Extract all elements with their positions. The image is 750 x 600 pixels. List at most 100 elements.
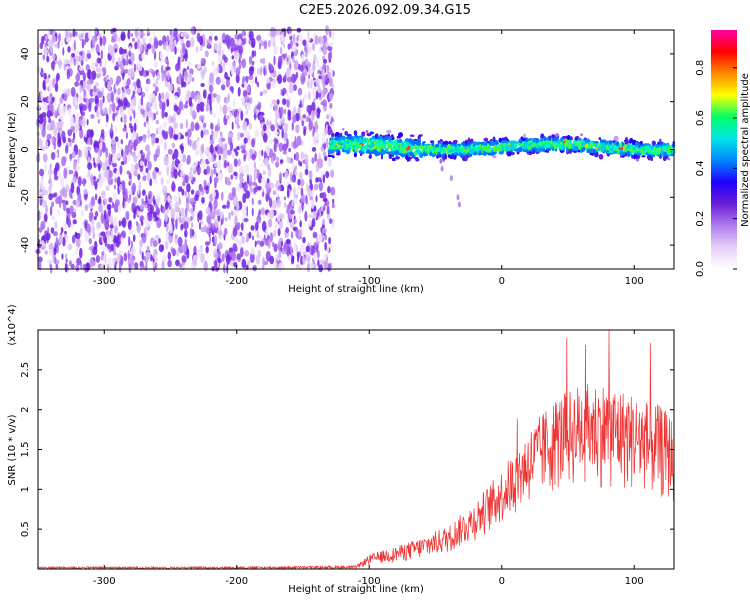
spectrogram-cell <box>361 131 366 137</box>
spectrogram-cell <box>182 181 186 187</box>
spectrogram-cell <box>180 207 185 217</box>
spectrogram-cell <box>258 42 261 50</box>
spectrogram-cell <box>189 197 195 203</box>
spectrogram-cell <box>63 221 67 231</box>
spectrogram-cell <box>239 247 244 258</box>
spectrogram-cell <box>177 236 183 247</box>
spectrogram-cell <box>114 136 119 143</box>
spectrogram-cell <box>273 45 279 56</box>
spectrogram-cell <box>132 196 138 205</box>
spectrogram-cell <box>308 120 314 130</box>
spectrogram-cell <box>190 121 195 132</box>
spectrogram-cell <box>45 232 51 241</box>
spectrogram-cell <box>278 142 284 152</box>
spectrogram-cell <box>256 81 260 88</box>
spectrogram-cell <box>129 52 135 63</box>
spectrogram-cell <box>317 209 320 218</box>
spectrogram-cell <box>227 93 230 103</box>
spectrogram-cell <box>223 263 226 274</box>
spectrogram-cell <box>44 163 48 172</box>
spectrogram-cell <box>122 189 126 196</box>
spectrogram-cell <box>43 213 48 223</box>
spectrogram-cell <box>133 156 138 163</box>
spectrogram-cell <box>110 123 113 134</box>
spectrogram-cell <box>317 259 320 267</box>
spectrogram-cell <box>288 83 294 94</box>
spectrogram-cell <box>317 250 320 259</box>
spectrogram-cell <box>328 111 332 122</box>
spectrogram-cell <box>201 58 207 65</box>
spectrogram-cell <box>47 259 53 265</box>
spectrogram-cell <box>308 170 313 180</box>
spectrogram-cell <box>320 43 323 48</box>
spectrogram-cell <box>299 171 303 182</box>
spectrogram-cell <box>89 257 94 268</box>
spectrogram-cell <box>290 245 293 256</box>
spectrogram-cell <box>170 208 175 219</box>
spectrogram-cell <box>102 95 105 104</box>
spectrogram-cell <box>233 98 236 109</box>
spectrogram-cell <box>241 58 247 69</box>
spectrogram-cell <box>86 53 92 59</box>
spectrogram-cell <box>53 126 58 137</box>
spectrogram-cell <box>251 207 254 217</box>
spectrogram-cell <box>90 129 94 139</box>
spectrogram-cell <box>671 143 676 148</box>
spectrogram-cell <box>45 205 48 215</box>
spectrogram-cell <box>74 31 78 37</box>
spectrogram-cell <box>138 63 143 72</box>
spectrogram-cell <box>327 71 331 79</box>
spectrogram-cell <box>173 134 178 140</box>
spectrogram-cell <box>69 260 72 267</box>
spectrogram-cell <box>214 43 219 52</box>
spectrogram-cell <box>106 166 110 171</box>
spectrogram-cell <box>317 158 323 169</box>
spectrogram-cell <box>98 163 101 172</box>
spectrogram-cell <box>242 207 247 217</box>
spectrogram-cell <box>227 105 232 113</box>
spectrogram-cell <box>133 213 136 219</box>
spectrogram-cell <box>190 207 193 216</box>
spectrogram-cell <box>76 257 82 266</box>
spectrogram-cell <box>299 220 303 228</box>
spectrogram-cell <box>125 131 128 139</box>
spectrogram-cell <box>293 42 296 52</box>
spectrogram-cell <box>101 190 106 199</box>
spectrogram-cell <box>346 133 352 137</box>
spectrogram-cell <box>46 55 50 63</box>
spectrogram-cell <box>188 96 193 107</box>
spectrogram-cell <box>241 30 247 37</box>
spectrogram-cell <box>141 170 146 177</box>
spectrogram-cell <box>213 112 216 119</box>
spectrogram-cell <box>67 129 72 137</box>
spectrogram-cell <box>84 204 89 212</box>
spectrogram-cell <box>237 158 241 167</box>
spectrogram-cell <box>174 46 177 55</box>
spectrogram-cell <box>318 92 322 98</box>
spectrogram-cell <box>291 199 295 207</box>
spectrogram-cell <box>146 27 150 35</box>
spectrogram-cell <box>161 64 164 75</box>
spectrogram-cell <box>257 68 261 76</box>
spectrogram-cell <box>123 114 127 125</box>
spectrogram-cell <box>128 50 131 57</box>
spectrogram-cell <box>297 178 301 186</box>
spectrogram-cell <box>326 205 330 215</box>
spectrogram-cell <box>254 50 257 57</box>
spectrogram-cell <box>186 94 189 100</box>
spectrogram-cell <box>131 108 134 114</box>
spectrogram-cell <box>110 49 115 57</box>
spectrogram-cell <box>273 104 278 112</box>
spectrogram-cell <box>153 38 159 49</box>
spectrogram-cell <box>139 239 143 247</box>
spectrogram-cell <box>259 114 264 122</box>
spectrogram-cell <box>322 63 327 70</box>
spectrogram-cell <box>228 194 231 200</box>
spectrogram-cell <box>124 69 129 74</box>
spectrogram-cell <box>272 190 277 196</box>
spectrogram-cell <box>249 252 255 264</box>
spectrogram-cell <box>316 57 319 68</box>
spectrogram-cell <box>233 261 238 268</box>
spectrogram-cell <box>161 130 166 138</box>
spectrogram-cell <box>246 259 251 266</box>
